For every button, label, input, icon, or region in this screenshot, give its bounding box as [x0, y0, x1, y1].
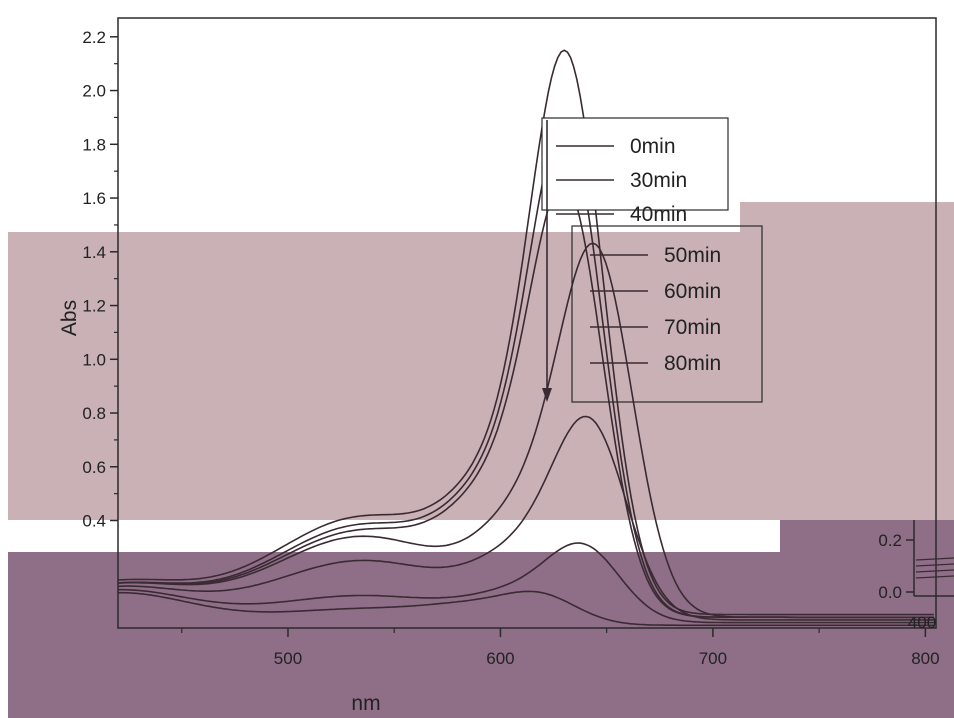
y-tick-label: 0.4: [82, 512, 106, 531]
y-tick-label: 0.6: [82, 458, 106, 477]
inset-y-tick-label: 0.0: [878, 583, 902, 602]
decrease-arrow-icon: [542, 120, 552, 402]
series-line-70min: [118, 542, 934, 624]
background-band-mid: [8, 202, 954, 520]
series-line-60min: [118, 415, 934, 621]
series-line-0min: [118, 49, 934, 616]
y-axis-title: Abs: [58, 300, 81, 336]
series-line-80min: [118, 590, 934, 627]
y-tick-label: 1.0: [82, 350, 106, 369]
legend-box-lower: [571, 225, 763, 403]
y-axis-ticks: 0.4 0.6 0.8 1.0 1.2 1.4 1.6 1.8 2.0 2.2: [82, 28, 118, 531]
series-curves: [118, 49, 934, 627]
y-tick-label: 2.0: [82, 82, 106, 101]
x-tick-label: 500: [274, 649, 302, 668]
y-tick-label: 1.8: [82, 135, 106, 154]
background-band-low: [8, 520, 954, 718]
plot-border: [117, 17, 937, 629]
x-tick-label: 800: [911, 649, 939, 668]
x-axis-ticks: 500 600 700 800: [181, 628, 940, 668]
legend-box-upper: [541, 117, 729, 211]
legend-label-40min: 40min: [630, 203, 687, 226]
inset-y-tick-label: 0.2: [878, 531, 902, 550]
legend-label-30min: 30min: [630, 169, 687, 192]
legend-label-70min: 70min: [664, 316, 721, 339]
legend: 0min 30min 40min 50min 60min 70min 80min: [541, 117, 763, 403]
series-line-50min: [118, 242, 934, 619]
inset-x-tick-label: 400: [908, 613, 936, 632]
inset-series-line: [915, 557, 954, 561]
legend-label-60min: 60min: [664, 280, 721, 303]
legend-label-80min: 80min: [664, 352, 721, 375]
arrow-head: [542, 388, 552, 402]
y-tick-label: 2.2: [82, 28, 106, 47]
inset-series-line: [915, 569, 954, 573]
legend-label-0min: 0min: [630, 135, 676, 158]
y-tick-label: 0.8: [82, 404, 106, 423]
plot-frame: [117, 17, 937, 629]
inset-axis: 0.2 0.0 400: [878, 520, 954, 632]
y-tick-label: 1.6: [82, 189, 106, 208]
x-tick-label: 700: [699, 649, 727, 668]
inset-series-line: [915, 575, 954, 579]
y-tick-label: 1.2: [82, 297, 106, 316]
x-tick-label: 600: [486, 649, 514, 668]
legend-label-50min: 50min: [664, 244, 721, 267]
inset-series-line: [915, 563, 954, 567]
x-axis-title: nm: [351, 692, 380, 715]
y-tick-label: 1.4: [82, 243, 106, 262]
